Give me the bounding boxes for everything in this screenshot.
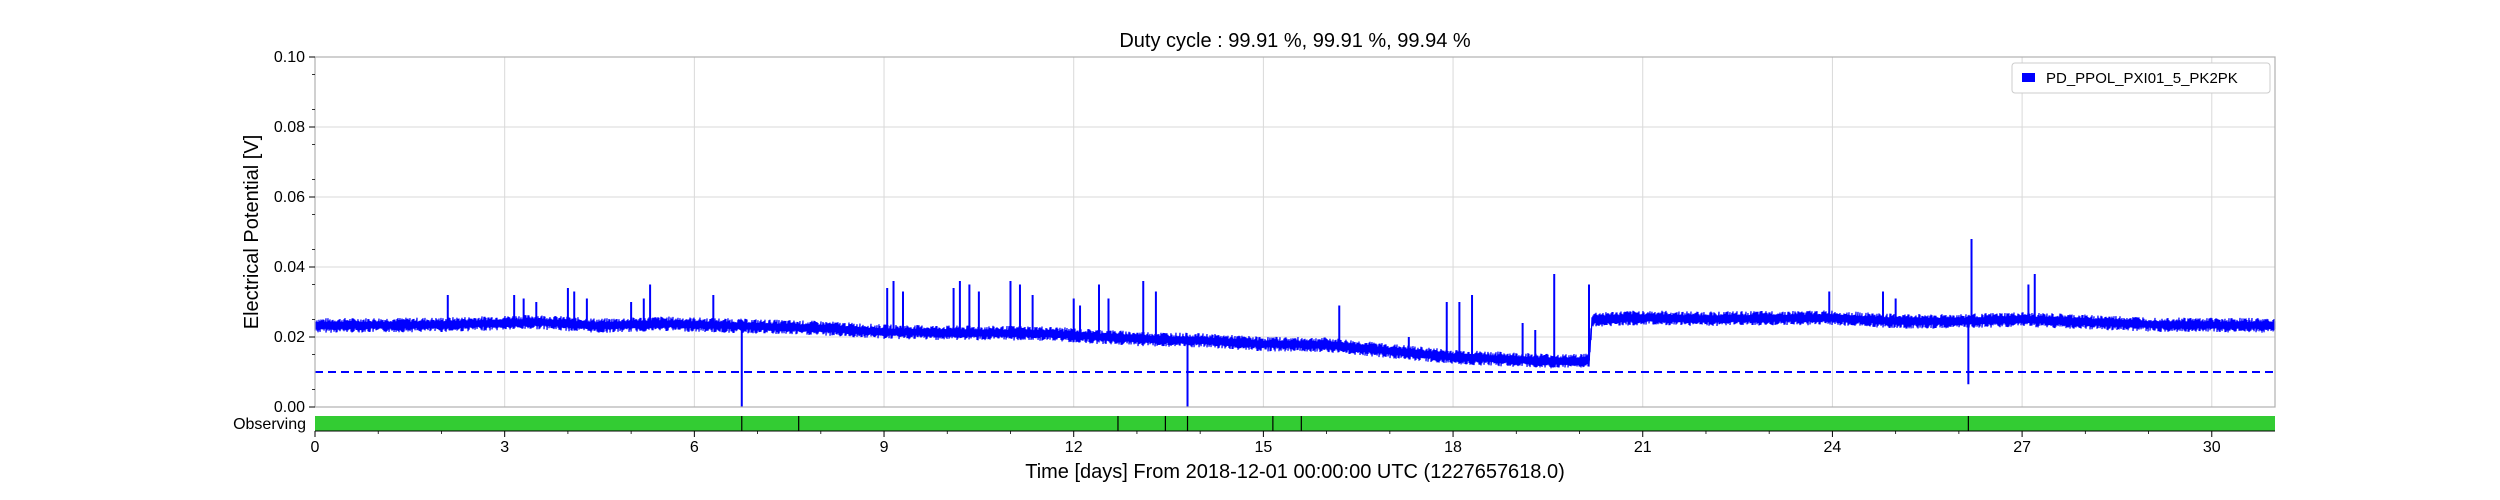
y-axis-label: Electrical Potential [V] xyxy=(241,135,263,330)
x-tick-label: 12 xyxy=(1065,439,1083,456)
x-axis-ticks: 0 3 6 9 12 15 18 21 24 27 30 xyxy=(311,431,2221,456)
y-tick-label: 0.00 xyxy=(274,399,305,416)
segment-dividers xyxy=(741,416,1969,431)
x-tick-label: 9 xyxy=(880,439,889,456)
segment-bar-label: Observing xyxy=(233,416,306,433)
x-axis-label: Time [days] From 2018-12-01 00:00:00 UTC… xyxy=(1025,461,1565,483)
x-tick-label: 24 xyxy=(1824,439,1842,456)
grid-lines xyxy=(314,56,2275,408)
y-tick-label: 0.02 xyxy=(274,329,305,346)
legend-swatch xyxy=(2022,73,2035,82)
y-tick-label: 0.08 xyxy=(274,119,305,136)
y-axis-ticks: 0.00 0.02 0.04 0.06 0.08 0.10 xyxy=(274,49,315,416)
x-tick-label: 27 xyxy=(2013,439,2031,456)
x-tick-label: 15 xyxy=(1254,439,1272,456)
legend-label: PD_PPOL_PXI01_5_PK2PK xyxy=(2046,70,2238,87)
y-tick-label: 0.10 xyxy=(274,49,305,66)
y-tick-label: 0.06 xyxy=(274,189,305,206)
legend-box xyxy=(2011,62,2271,94)
x-tick-label: 21 xyxy=(1634,439,1652,456)
series-trace xyxy=(314,239,2276,407)
chart-title: Duty cycle : 99.91 %, 99.91 %, 99.94 % xyxy=(1119,30,1471,52)
x-tick-label: 6 xyxy=(690,439,699,456)
segment-bar xyxy=(315,416,2275,431)
x-tick-label: 0 xyxy=(311,439,320,456)
x-tick-label: 18 xyxy=(1444,439,1462,456)
x-tick-label: 3 xyxy=(500,439,509,456)
y-tick-label: 0.04 xyxy=(274,259,305,276)
x-tick-label: 30 xyxy=(2203,439,2221,456)
plot-frame xyxy=(314,56,2276,408)
series-line xyxy=(314,310,2276,369)
legend: PD_PPOL_PXI01_5_PK2PK xyxy=(2011,62,2271,94)
